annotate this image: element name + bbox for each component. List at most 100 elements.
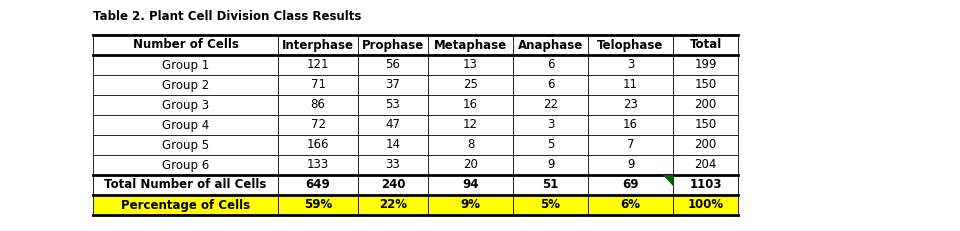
Text: 200: 200 [694, 98, 716, 112]
Bar [278, 95, 358, 115]
Text: Interphase: Interphase [282, 39, 354, 52]
Bar [588, 195, 673, 215]
Bar [278, 55, 358, 75]
Text: 25: 25 [463, 79, 478, 91]
Bar [278, 35, 358, 55]
Bar [93, 195, 278, 215]
Text: 22: 22 [543, 98, 558, 112]
Bar [673, 35, 738, 55]
Text: 16: 16 [623, 119, 638, 131]
Bar [93, 55, 278, 75]
Bar [93, 75, 278, 95]
Text: 6%: 6% [620, 198, 640, 212]
Text: Total Number of all Cells: Total Number of all Cells [105, 179, 267, 191]
Text: 649: 649 [305, 179, 330, 191]
Text: 9: 9 [547, 158, 554, 171]
Text: Telophase: Telophase [597, 39, 663, 52]
Bar [278, 115, 358, 135]
Text: 100%: 100% [687, 198, 724, 212]
Bar [428, 135, 513, 155]
Text: 71: 71 [310, 79, 325, 91]
Bar [358, 75, 428, 95]
Bar [513, 75, 588, 95]
Bar [673, 155, 738, 175]
Text: Group 4: Group 4 [162, 119, 209, 131]
Bar [673, 95, 738, 115]
Bar [428, 195, 513, 215]
Bar [588, 135, 673, 155]
Bar [513, 95, 588, 115]
Bar [358, 115, 428, 135]
Text: 133: 133 [307, 158, 329, 171]
Bar [358, 175, 428, 195]
Bar [358, 195, 428, 215]
Text: Number of Cells: Number of Cells [132, 39, 238, 52]
Text: Total: Total [689, 39, 722, 52]
Bar [278, 155, 358, 175]
Bar [513, 195, 588, 215]
Text: Anaphase: Anaphase [517, 39, 583, 52]
Bar [93, 155, 278, 175]
Text: 9%: 9% [461, 198, 481, 212]
Bar [358, 35, 428, 55]
Bar [278, 135, 358, 155]
Text: 6: 6 [547, 58, 554, 72]
Bar [673, 195, 738, 215]
Bar [428, 115, 513, 135]
Bar [513, 175, 588, 195]
Text: Prophase: Prophase [362, 39, 424, 52]
Text: Metaphase: Metaphase [434, 39, 507, 52]
Text: 150: 150 [694, 119, 716, 131]
Bar [358, 55, 428, 75]
Polygon shape [663, 175, 673, 186]
Bar [358, 155, 428, 175]
Text: 12: 12 [463, 119, 478, 131]
Text: 9: 9 [627, 158, 635, 171]
Text: 33: 33 [386, 158, 400, 171]
Text: 6: 6 [547, 79, 554, 91]
Bar [428, 95, 513, 115]
Text: 199: 199 [694, 58, 717, 72]
Bar [278, 175, 358, 195]
Text: 7: 7 [627, 139, 635, 152]
Text: 20: 20 [463, 158, 478, 171]
Text: 5%: 5% [540, 198, 561, 212]
Text: Group 1: Group 1 [162, 58, 209, 72]
Text: 59%: 59% [304, 198, 332, 212]
Text: 37: 37 [386, 79, 400, 91]
Bar [513, 135, 588, 155]
Text: 69: 69 [622, 179, 638, 191]
Bar [513, 115, 588, 135]
Bar [673, 135, 738, 155]
Text: 11: 11 [623, 79, 638, 91]
Text: 51: 51 [542, 179, 559, 191]
Bar [93, 135, 278, 155]
Text: 86: 86 [311, 98, 325, 112]
Bar [588, 115, 673, 135]
Text: 3: 3 [627, 58, 635, 72]
Bar [513, 155, 588, 175]
Text: Group 2: Group 2 [162, 79, 209, 91]
Text: 94: 94 [463, 179, 479, 191]
Text: 121: 121 [307, 58, 329, 72]
Text: Group 6: Group 6 [162, 158, 209, 171]
Bar [358, 95, 428, 115]
Bar [588, 75, 673, 95]
Bar [588, 175, 673, 195]
Text: 72: 72 [310, 119, 325, 131]
Bar [428, 75, 513, 95]
Text: 166: 166 [307, 139, 329, 152]
Bar [588, 155, 673, 175]
Bar [278, 75, 358, 95]
Bar [513, 35, 588, 55]
Text: 8: 8 [467, 139, 474, 152]
Bar [358, 135, 428, 155]
Text: Table 2. Plant Cell Division Class Results: Table 2. Plant Cell Division Class Resul… [93, 10, 361, 23]
Bar [428, 175, 513, 195]
Text: 1103: 1103 [689, 179, 722, 191]
Text: 16: 16 [463, 98, 478, 112]
Bar [673, 115, 738, 135]
Text: 23: 23 [623, 98, 638, 112]
Text: 240: 240 [381, 179, 405, 191]
Text: 47: 47 [386, 119, 400, 131]
